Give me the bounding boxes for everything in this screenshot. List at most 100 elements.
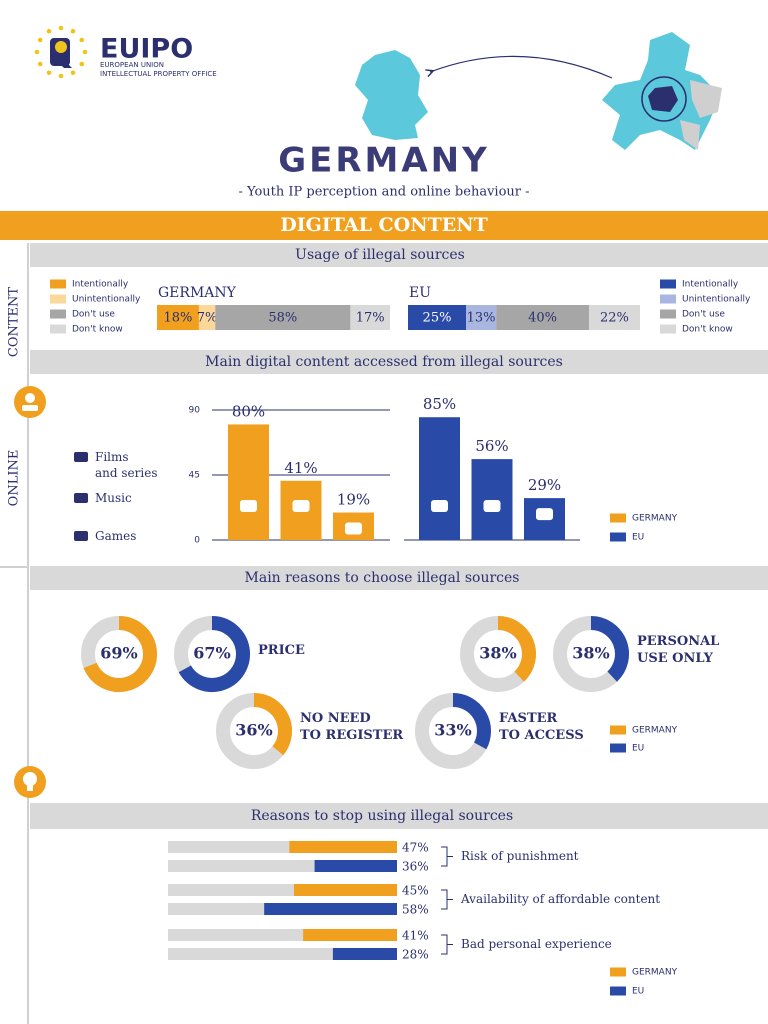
value-label: 80% (232, 402, 265, 420)
bar-segment (350, 305, 390, 330)
value-label: 69% (100, 644, 137, 663)
section-title: Main reasons to choose illegal sources (245, 570, 520, 586)
reason-label: Availability of affordable content (460, 892, 660, 906)
category-label: Films and series (95, 450, 158, 480)
legend-swatch (50, 294, 66, 304)
star (70, 28, 76, 34)
y-tick-label: 90 (189, 406, 201, 416)
bar (264, 903, 397, 915)
legend-label: GERMANY (632, 968, 678, 978)
bar-segment (466, 305, 497, 330)
star (70, 70, 76, 76)
europe-map (602, 32, 722, 150)
legend-swatch (610, 532, 626, 542)
value-label: 40% (528, 311, 557, 326)
value-label: 25% (423, 311, 452, 326)
section-bar (30, 566, 768, 590)
logo-line: INTELLECTUAL PROPERTY OFFICE (100, 70, 217, 78)
value-label: 36% (235, 721, 272, 740)
bar-icon (536, 508, 553, 521)
value-label: 41% (402, 929, 429, 943)
value-label: 7% (197, 311, 218, 326)
y-tick-label: 0 (194, 536, 200, 546)
section-title: Usage of illegal sources (295, 247, 465, 263)
legend-label: Intentionally (682, 280, 739, 290)
value-label: 33% (434, 721, 471, 740)
legend-label: Unintentionally (682, 295, 751, 305)
value-label: 13% (467, 311, 496, 326)
category-label: EU (409, 285, 431, 301)
value-label: 36% (402, 860, 429, 874)
bar (314, 860, 397, 872)
value-label: 18% (164, 311, 193, 326)
category-icon (74, 531, 88, 541)
value-label: 47% (402, 841, 429, 855)
bar (289, 841, 397, 853)
bar (293, 884, 397, 896)
section-bar (30, 243, 768, 267)
donut-arc (497, 616, 536, 682)
star (79, 37, 85, 43)
category-label: Music (95, 491, 132, 505)
bar (303, 929, 397, 941)
legend-swatch (50, 279, 66, 289)
germany-map (355, 50, 428, 140)
bar-icon (483, 500, 501, 512)
donut-arc (178, 616, 250, 692)
section-title: Main digital content accessed from illeg… (205, 354, 563, 370)
value-label: 56% (475, 437, 508, 455)
value-label: 28% (402, 948, 429, 962)
bracket (441, 889, 453, 910)
bar (419, 417, 460, 540)
bar-icon (345, 522, 362, 535)
legend-label: Don't know (72, 325, 123, 335)
donut-arc (590, 616, 629, 682)
bar-segment (496, 305, 589, 330)
star (58, 73, 64, 79)
value-label: 22% (600, 311, 629, 326)
value-label: 58% (402, 903, 429, 917)
star (37, 37, 43, 43)
reason-label: FASTER TO ACCESS (499, 711, 584, 743)
legend-label: Don't use (72, 310, 115, 320)
value-label: 41% (284, 459, 317, 477)
star (34, 49, 40, 55)
value-label: 67% (193, 644, 230, 663)
bar-segment (198, 305, 216, 330)
value-label: 29% (528, 476, 561, 494)
donut-arc (452, 693, 491, 750)
star (79, 61, 85, 67)
legend-swatch (610, 986, 626, 996)
value-label: 85% (423, 395, 456, 413)
legend-swatch (610, 743, 626, 753)
bar-icon (292, 500, 310, 512)
value-label: 19% (337, 491, 370, 509)
value-label: 58% (268, 311, 297, 326)
reason-label: PERSONAL USE ONLY (637, 634, 720, 666)
section-title: Reasons to stop using illegal sources (251, 808, 513, 824)
side-label: ONLINE (7, 450, 22, 507)
donut-arc (253, 693, 292, 756)
banner-text: DIGITAL CONTENT (280, 214, 487, 236)
star (58, 25, 64, 31)
y-tick-label: 45 (189, 471, 200, 481)
bar (332, 948, 397, 960)
legend-swatch (50, 324, 66, 334)
bar-icon (240, 500, 257, 512)
star (46, 28, 52, 34)
logo-name: EUIPO (100, 34, 193, 65)
legend-label: Don't know (682, 325, 733, 335)
reason-label: PRICE (258, 643, 305, 658)
legend-label: GERMANY (632, 726, 678, 736)
reason-label: NO NEED TO REGISTER (300, 711, 404, 743)
title: GERMANY (278, 141, 490, 181)
legend-swatch (50, 309, 66, 319)
legend-label: Intentionally (72, 280, 129, 290)
legend-swatch (610, 513, 626, 523)
section-bar (30, 803, 768, 829)
value-label: 38% (572, 644, 609, 663)
category-label: GERMANY (158, 285, 237, 301)
reason-label: Risk of punishment (461, 849, 579, 863)
section-bar (30, 350, 768, 374)
